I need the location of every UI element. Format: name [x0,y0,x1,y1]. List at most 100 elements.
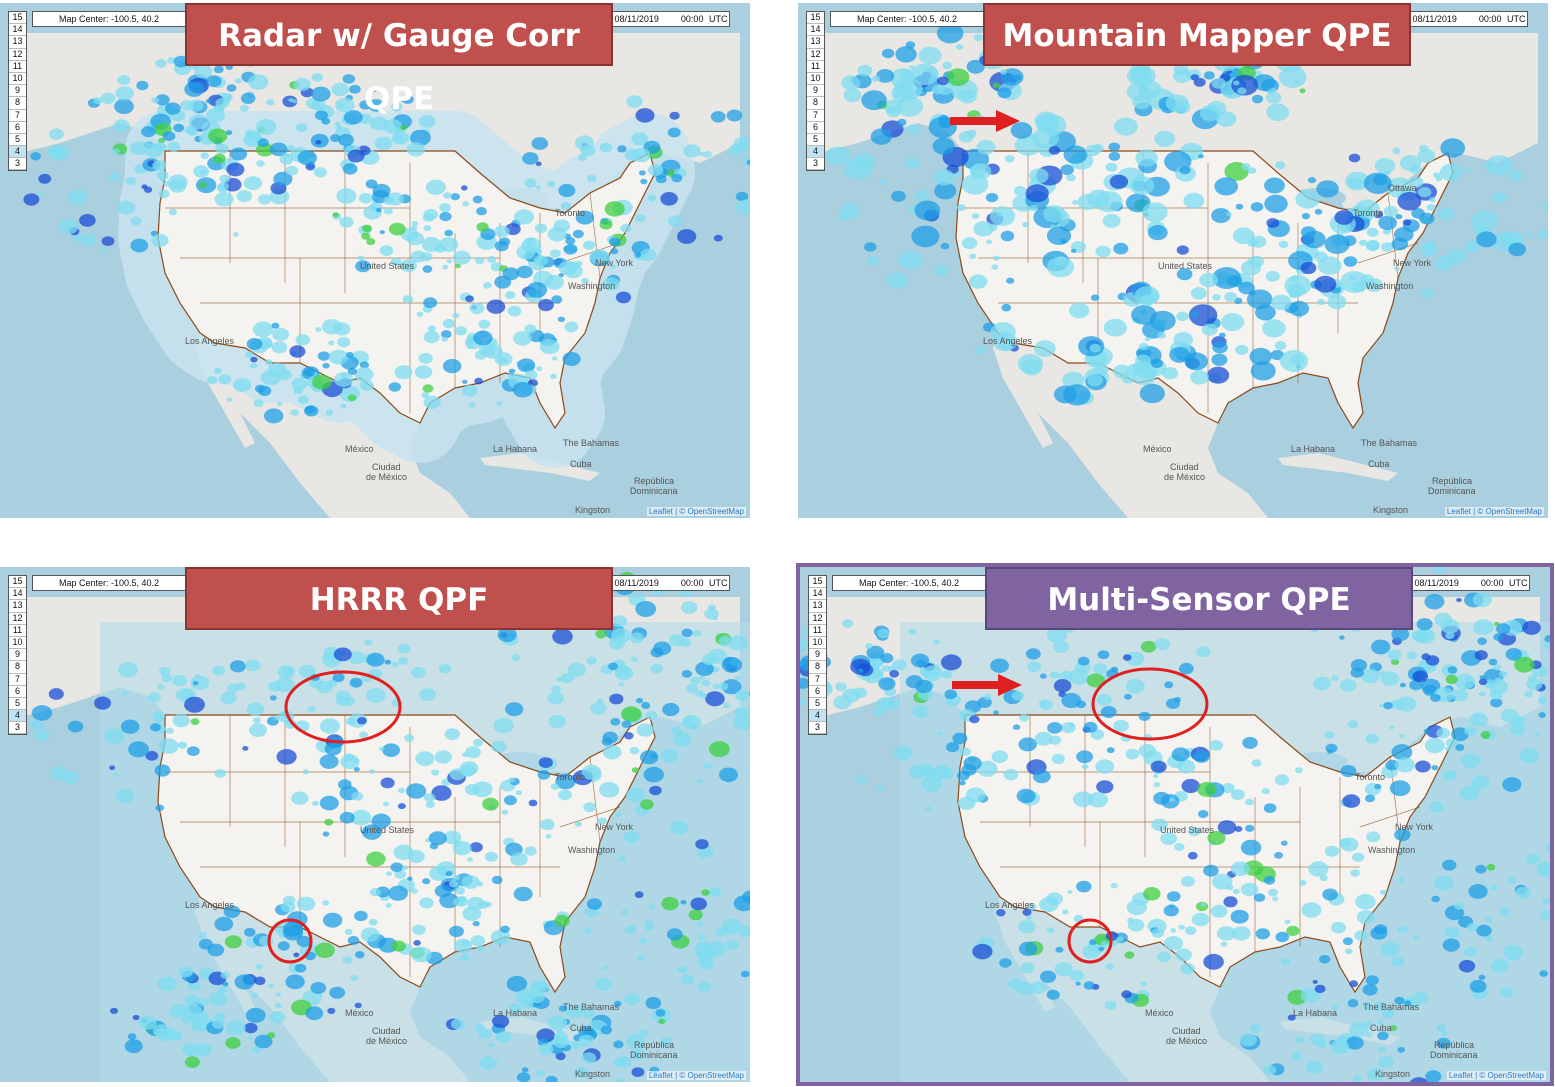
annotation-circle-north [284,670,402,744]
place-label-ciudad-de-mexico-1: Ciudad [372,1026,401,1036]
place-label-cuba: Cuba [570,459,592,469]
zoom-level-8[interactable]: 8 [9,661,26,674]
zoom-level-5[interactable]: 5 [809,698,826,711]
place-label-republica-2: Dominicana [630,1050,678,1060]
zoom-level-8[interactable]: 8 [9,97,26,110]
zoom-level-10[interactable]: 10 [9,73,26,86]
zoom-level-14[interactable]: 14 [809,588,826,601]
zoom-level-6[interactable]: 6 [809,686,826,698]
precipitation-layer [825,23,1548,406]
place-label-washington: Washington [568,845,616,855]
zoom-level-control[interactable]: 15 14 13 12 11 10 9 8 7 6 5 4 3 [808,575,827,736]
zoom-level-12[interactable]: 12 [809,613,826,625]
zoom-level-3[interactable]: 3 [807,158,824,171]
zoom-level-15[interactable]: 15 [9,12,26,25]
basemap-svg[interactable] [798,3,1548,518]
zoom-level-7[interactable]: 7 [809,674,826,686]
zoom-level-5[interactable]: 5 [9,134,26,147]
place-label-new-york: New York [1393,258,1432,268]
place-label-united-states: United States [360,825,415,835]
zoom-level-12[interactable]: 12 [9,49,26,61]
place-label-ciudad-de-mexico-1: Ciudad [1170,462,1199,472]
zoom-level-3[interactable]: 3 [809,722,826,735]
precipitation-layer [23,45,750,424]
zoom-level-control[interactable]: 15 14 13 12 11 10 9 8 7 6 5 4 3 [806,11,825,172]
place-label-washington: Washington [568,281,616,291]
place-label-republica-1: República [634,476,675,486]
place-label-los-angeles: Los Angeles [185,336,235,346]
place-label-mexico: México [1145,1008,1174,1018]
qpe-map-panel-mountain-mapper[interactable]: Los Angeles Toronto New York Washington Unit… [798,3,1548,518]
qpe-map-panel-hrrr[interactable]: Los Angeles Toronto New York Washington Unit… [0,567,750,1082]
place-label-washington: Washington [1368,845,1416,855]
zoom-level-13[interactable]: 13 [9,36,26,49]
place-label-ottawa: Ottawa [1388,183,1417,193]
zoom-level-7[interactable]: 7 [9,674,26,686]
valid-time-readout: 08/11/2019 00:00 UTC [612,575,730,591]
place-label-united-states: United States [1158,261,1213,271]
zoom-level-14[interactable]: 14 [9,588,26,601]
zoom-level-15[interactable]: 15 [809,576,826,589]
zoom-level-6[interactable]: 6 [9,686,26,698]
zoom-level-4[interactable]: 4 [9,146,26,159]
zoom-level-13[interactable]: 13 [809,600,826,613]
basemap-svg[interactable] [0,3,750,518]
zoom-level-6[interactable]: 6 [807,122,824,134]
zoom-level-12[interactable]: 12 [9,613,26,625]
qpe-map-panel-radar[interactable]: Los Angeles Toronto New York Washington Unit… [0,3,750,518]
place-label-la-habana: La Habana [1291,444,1336,454]
zoom-level-15[interactable]: 15 [807,12,824,25]
place-label-cuba: Cuba [1368,459,1390,469]
zoom-level-10[interactable]: 10 [807,73,824,86]
zoom-level-9[interactable]: 9 [9,85,26,98]
place-label-kingston: Kingston [575,1069,611,1079]
zoom-level-13[interactable]: 13 [807,36,824,49]
zoom-level-8[interactable]: 8 [807,97,824,110]
place-label-toronto: Toronto [1355,772,1386,782]
place-label-republica-1: República [1432,476,1473,486]
zoom-level-3[interactable]: 3 [9,722,26,735]
place-label-ciudad-de-mexico-2: de México [366,1036,408,1046]
zoom-level-14[interactable]: 14 [807,24,824,37]
map-attribution-link[interactable]: Leaflet | © OpenStreetMap [1446,1071,1546,1080]
cuba-landmass [1278,453,1398,481]
place-label-washington: Washington [1366,281,1414,291]
zoom-level-4[interactable]: 4 [807,146,824,159]
basemap-svg[interactable] [800,567,1550,1082]
basemap-svg[interactable] [0,567,750,1082]
place-label-new-york: New York [1395,822,1434,832]
zoom-level-9[interactable]: 9 [809,649,826,662]
zoom-level-10[interactable]: 10 [9,637,26,650]
zoom-level-8[interactable]: 8 [809,661,826,674]
place-label-bahamas: The Bahamas [563,438,620,448]
zoom-level-11[interactable]: 11 [807,61,824,73]
zoom-level-10[interactable]: 10 [809,637,826,650]
zoom-level-15[interactable]: 15 [9,576,26,589]
map-attribution-link[interactable]: Leaflet | © OpenStreetMap [1444,507,1544,516]
zoom-level-control[interactable]: 15 14 13 12 11 10 9 8 7 6 5 4 3 [8,575,27,736]
qpe-map-panel-multi-sensor[interactable]: Los Angeles Toronto New York Washington Unit… [796,563,1554,1086]
zoom-level-14[interactable]: 14 [9,24,26,37]
zoom-level-control[interactable]: 15 14 13 12 11 10 9 8 7 6 5 4 3 [8,11,27,172]
zoom-level-11[interactable]: 11 [9,61,26,73]
zoom-level-5[interactable]: 5 [9,698,26,711]
zoom-level-11[interactable]: 11 [9,625,26,637]
zoom-level-7[interactable]: 7 [9,110,26,122]
precipitation-layer [29,567,750,1082]
map-attribution-link[interactable]: Leaflet | © OpenStreetMap [646,1071,746,1080]
zoom-level-3[interactable]: 3 [9,158,26,171]
place-label-la-habana: La Habana [493,444,538,454]
zoom-level-4[interactable]: 4 [809,710,826,723]
zoom-level-4[interactable]: 4 [9,710,26,723]
zoom-level-5[interactable]: 5 [807,134,824,147]
zoom-level-9[interactable]: 9 [807,85,824,98]
zoom-level-11[interactable]: 11 [809,625,826,637]
zoom-level-7[interactable]: 7 [807,110,824,122]
zoom-level-9[interactable]: 9 [9,649,26,662]
zoom-level-6[interactable]: 6 [9,122,26,134]
zoom-level-12[interactable]: 12 [807,49,824,61]
zoom-level-13[interactable]: 13 [9,600,26,613]
place-label-ciudad-de-mexico-2: de México [366,472,408,482]
map-attribution-link[interactable]: Leaflet | © OpenStreetMap [646,507,746,516]
panel-title: HRRR QPF [185,567,613,630]
